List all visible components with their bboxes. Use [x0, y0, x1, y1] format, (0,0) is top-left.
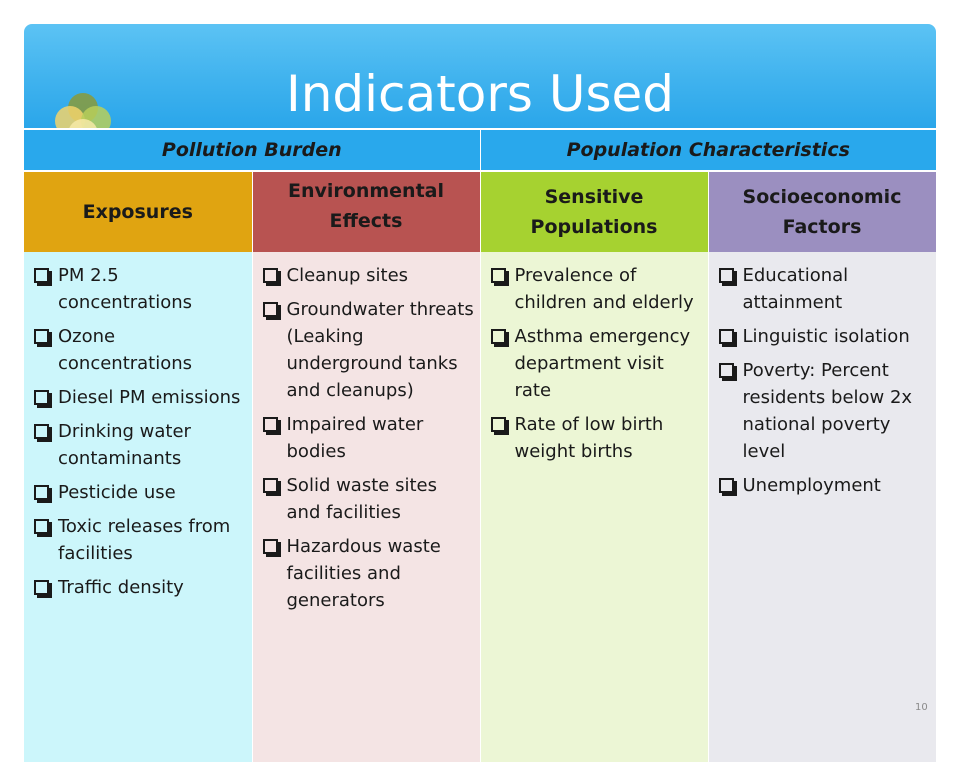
- group-population-characteristics: Population Characteristics: [480, 128, 936, 172]
- list-item: Diesel PM emissions: [34, 384, 248, 411]
- list-item: Unemployment: [718, 472, 932, 499]
- list-item: Hazardous waste facilities and generator…: [262, 533, 476, 614]
- socioeconomic-factors-list: Educational attainment Linguistic isolat…: [718, 262, 932, 499]
- socioeconomic-factors-column: Educational attainment Linguistic isolat…: [708, 252, 937, 762]
- checkbox-bullet-icon: [262, 302, 278, 317]
- group-header-row: Pollution Burden Population Characterist…: [24, 128, 936, 172]
- checkbox-bullet-icon: [718, 329, 734, 344]
- header-exposures: Exposures: [24, 170, 253, 252]
- list-item: Ozone concentrations: [34, 323, 248, 377]
- sensitive-populations-list: Prevalence of children and elderly Asthm…: [490, 262, 704, 465]
- list-item: Groundwater threats (Leaking underground…: [262, 296, 476, 404]
- checkbox-bullet-icon: [34, 519, 49, 534]
- list-item: PM 2.5 concentrations: [34, 262, 248, 316]
- checkbox-bullet-icon: [718, 363, 734, 378]
- list-item: Impaired water bodies: [262, 411, 476, 465]
- checkbox-bullet-icon: [490, 268, 506, 283]
- sensitive-populations-column: Prevalence of children and elderly Asthm…: [480, 252, 709, 762]
- group-pollution-burden: Pollution Burden: [24, 128, 481, 172]
- list-item: Educational attainment: [718, 262, 932, 316]
- checkbox-bullet-icon: [490, 329, 506, 344]
- list-item: Prevalence of children and elderly: [490, 262, 704, 316]
- checkbox-bullet-icon: [34, 485, 49, 500]
- checkbox-bullet-icon: [34, 580, 49, 595]
- checkbox-bullet-icon: [262, 417, 278, 432]
- environmental-effects-list: Cleanup sites Groundwater threats (Leaki…: [262, 262, 476, 614]
- checkbox-bullet-icon: [34, 390, 49, 405]
- checkbox-bullet-icon: [34, 424, 49, 439]
- checkbox-bullet-icon: [718, 268, 734, 283]
- page-number: 10: [915, 702, 928, 713]
- environmental-effects-column: Cleanup sites Groundwater threats (Leaki…: [252, 252, 481, 762]
- list-item: Asthma emergency department visit rate: [490, 323, 704, 404]
- list-item: Poverty: Percent residents below 2x nati…: [718, 357, 932, 465]
- exposures-column: PM 2.5 concentrations Ozone concentratio…: [24, 252, 253, 762]
- list-item: Linguistic isolation: [718, 323, 932, 350]
- list-item: Pesticide use: [34, 479, 248, 506]
- list-item: Cleanup sites: [262, 262, 476, 289]
- list-item: Drinking water contaminants: [34, 418, 248, 472]
- list-item: Rate of low birth weight births: [490, 411, 704, 465]
- indicator-list-row: PM 2.5 concentrations Ozone concentratio…: [24, 252, 937, 762]
- checkbox-bullet-icon: [34, 329, 49, 344]
- list-item: Toxic releases from facilities: [34, 513, 248, 567]
- slide-header: Indicators Used: [24, 24, 936, 128]
- list-item: Solid waste sites and facilities: [262, 472, 476, 526]
- checkbox-bullet-icon: [262, 268, 278, 283]
- category-header-row: Exposures Environmental Effects Sensitiv…: [24, 170, 937, 252]
- exposures-list: PM 2.5 concentrations Ozone concentratio…: [34, 262, 248, 601]
- header-environmental-effects: Environmental Effects: [252, 170, 481, 252]
- header-sensitive-populations: Sensitive Populations: [480, 170, 709, 252]
- checkbox-bullet-icon: [262, 539, 278, 554]
- list-item: Traffic density: [34, 574, 248, 601]
- slide-title: Indicators Used: [285, 65, 675, 123]
- header-socioeconomic-factors: Socioeconomic Factors: [708, 170, 937, 252]
- checkbox-bullet-icon: [262, 478, 278, 493]
- checkbox-bullet-icon: [490, 417, 506, 432]
- indicators-table: Pollution Burden Population Characterist…: [24, 128, 937, 762]
- checkbox-bullet-icon: [34, 268, 49, 283]
- checkbox-bullet-icon: [718, 478, 734, 493]
